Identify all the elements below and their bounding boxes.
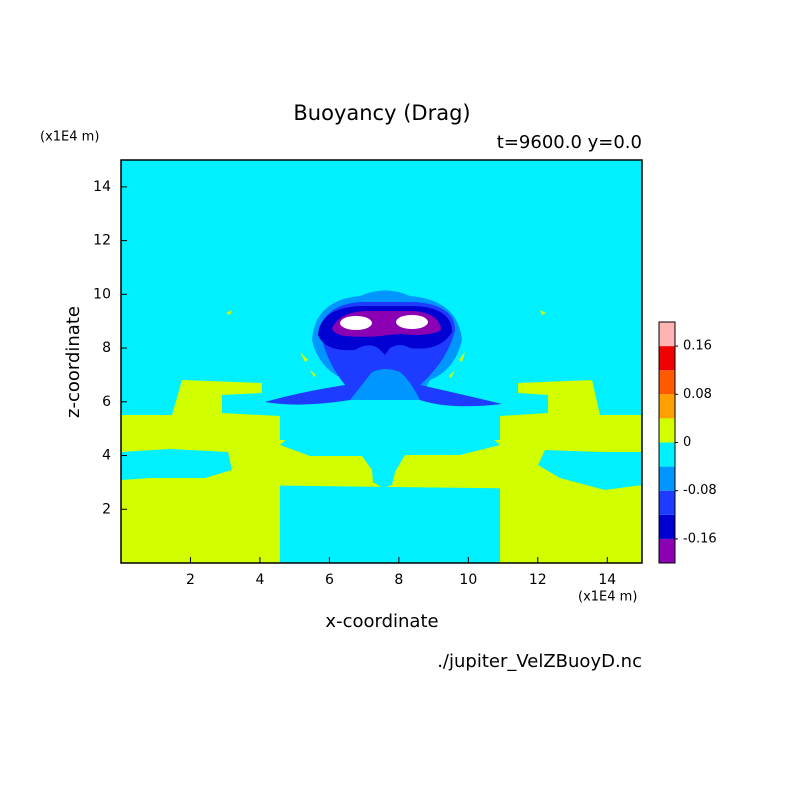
colorbar-box bbox=[659, 346, 675, 371]
y-tick-label: 4 bbox=[102, 448, 111, 464]
y-axis-label: z-coordinate bbox=[63, 306, 84, 418]
region bbox=[280, 410, 500, 488]
y-unit: (x1E4 m) bbox=[40, 130, 99, 145]
colorbar-box bbox=[659, 322, 675, 347]
x-tick-label: 10 bbox=[459, 572, 477, 588]
y-tick-label: 10 bbox=[93, 286, 111, 302]
colorbar-box bbox=[659, 490, 675, 515]
colorbar-tick-label: 0 bbox=[683, 435, 691, 450]
y-tick-label: 12 bbox=[93, 233, 111, 249]
region bbox=[538, 450, 642, 490]
region bbox=[226, 310, 546, 378]
colorbar-box bbox=[659, 442, 675, 467]
colorbar-box bbox=[659, 538, 675, 563]
y-tick-label: 2 bbox=[102, 501, 111, 517]
chart-title: Buoyancy (Drag) bbox=[293, 101, 470, 125]
region bbox=[340, 316, 372, 330]
colorbar-box bbox=[659, 514, 675, 539]
x-axis-label: x-coordinate bbox=[325, 611, 438, 632]
colorbar-tick-label: -0.16 bbox=[683, 531, 717, 546]
colorbar-tick-label: 0.08 bbox=[683, 387, 712, 402]
x-unit: (x1E4 m) bbox=[578, 590, 637, 605]
region bbox=[121, 449, 232, 480]
source-label: ./jupiter_VelZBuoyD.nc bbox=[437, 651, 642, 672]
colorbar-tick-label: -0.08 bbox=[683, 483, 717, 498]
x-tick-label: 12 bbox=[529, 572, 547, 588]
colorbar-box bbox=[659, 394, 675, 419]
colorbar-box bbox=[659, 370, 675, 395]
x-tick-label: 8 bbox=[394, 572, 403, 588]
colorbar-box bbox=[659, 466, 675, 491]
colorbar-box bbox=[659, 418, 675, 443]
y-tick-label: 6 bbox=[102, 394, 111, 410]
x-tick-label: 6 bbox=[325, 572, 334, 588]
x-tick-label: 14 bbox=[598, 572, 616, 588]
y-tick-label: 8 bbox=[102, 340, 111, 356]
x-tick-label: 2 bbox=[186, 572, 195, 588]
region bbox=[396, 315, 428, 329]
contour-field bbox=[121, 160, 642, 563]
plot-frame bbox=[120, 159, 643, 564]
chart-subtitle: t=9600.0 y=0.0 bbox=[497, 132, 642, 153]
colorbar-tick-label: 0.16 bbox=[683, 339, 712, 354]
x-tick-label: 4 bbox=[255, 572, 264, 588]
y-tick-label: 14 bbox=[93, 179, 111, 195]
region bbox=[121, 440, 642, 563]
